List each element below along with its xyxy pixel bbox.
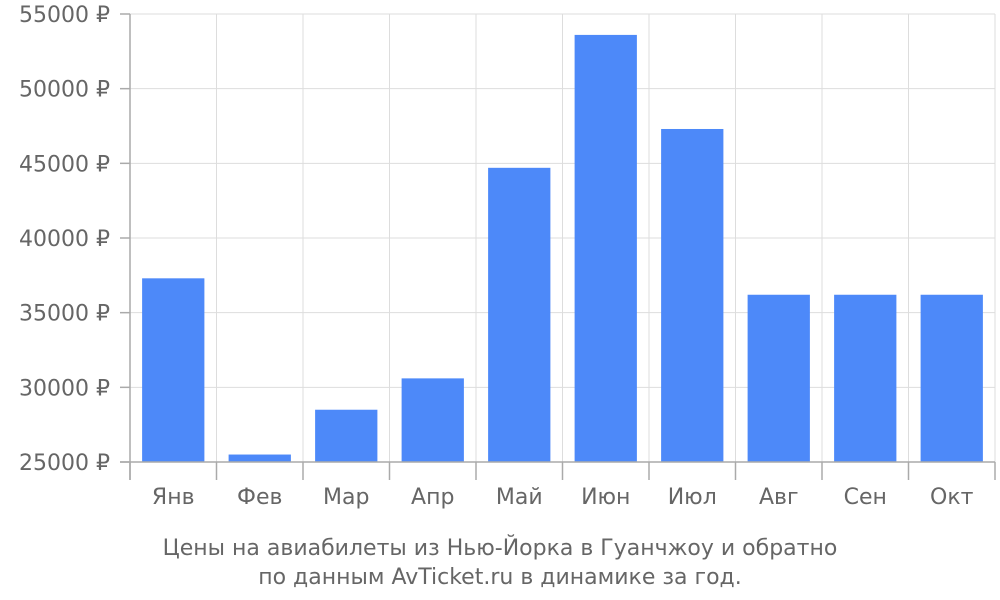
bar [661, 128, 724, 462]
x-tick-label: Окт [930, 485, 974, 510]
bar [401, 378, 464, 462]
chart-caption-line-1: Цены на авиабилеты из Нью-Йорка в Гуанчж… [163, 535, 838, 561]
y-tick-label: 25000 ₽ [19, 451, 110, 476]
chart-caption-line-2: по данным AvTicket.ru в динамике за год. [258, 565, 742, 590]
x-tick-label: Май [496, 485, 543, 510]
bar [574, 34, 637, 462]
grid-lines [130, 13, 996, 463]
y-tick-label: 40000 ₽ [19, 227, 110, 252]
x-tick-label: Фев [237, 485, 282, 510]
bar [834, 294, 897, 462]
y-tick-label: 35000 ₽ [19, 302, 110, 327]
y-tick-label: 45000 ₽ [19, 152, 110, 177]
x-tick-labels: Янв Фев Мар Апр Май Июн Июл Авг Сен Окт [152, 485, 974, 510]
y-tick-label: 50000 ₽ [19, 78, 110, 103]
y-tick-label: 55000 ₽ [19, 3, 110, 28]
y-tick-labels: 25000 ₽ 30000 ₽ 35000 ₽ 40000 ₽ 45000 ₽ 50000… [19, 3, 110, 476]
bar [315, 409, 378, 462]
bar [142, 278, 205, 462]
x-tick-label: Июн [581, 485, 630, 510]
axes [120, 13, 996, 480]
bar [228, 454, 291, 462]
bars [142, 34, 983, 462]
x-tick-label: Апр [411, 485, 454, 510]
x-tick-label: Сен [844, 485, 887, 510]
bar [747, 294, 810, 462]
x-tick-label: Янв [152, 485, 195, 510]
x-tick-label: Июл [668, 485, 717, 510]
x-tick-label: Мар [323, 485, 369, 510]
bar [920, 294, 983, 462]
x-tick-label: Авг [759, 485, 799, 510]
bar [488, 167, 551, 462]
y-tick-label: 30000 ₽ [19, 376, 110, 401]
